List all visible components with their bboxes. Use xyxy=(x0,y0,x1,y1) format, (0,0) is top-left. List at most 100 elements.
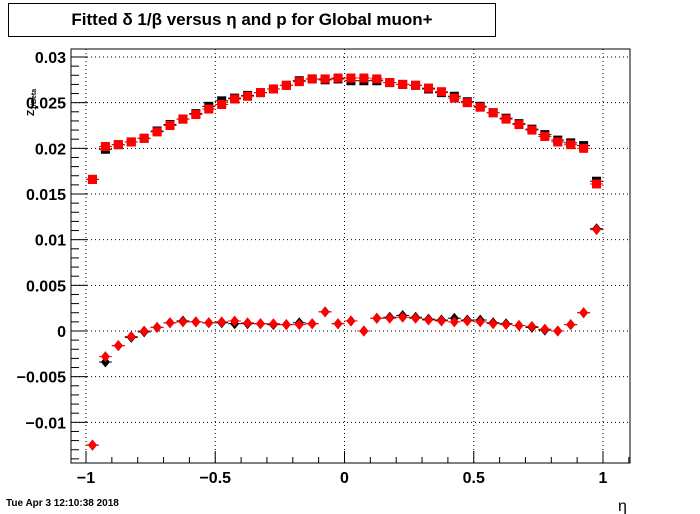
data-point-square xyxy=(100,142,110,152)
data-point-square xyxy=(346,73,356,83)
data-point-diamond xyxy=(255,318,265,330)
data-points xyxy=(86,73,603,451)
data-point-square xyxy=(592,179,602,189)
data-point-diamond xyxy=(126,330,136,342)
data-point-square xyxy=(255,88,265,98)
data-point-diamond xyxy=(87,439,97,451)
data-point-diamond xyxy=(217,316,227,328)
y-tick-label: 0.015 xyxy=(26,187,66,204)
data-point-diamond xyxy=(592,224,602,236)
data-point-diamond xyxy=(243,317,253,329)
chart-title: Fitted δ 1/β versus η and p for Global m… xyxy=(8,3,496,37)
data-point-diamond xyxy=(424,314,434,326)
data-point-square xyxy=(566,140,576,150)
data-point-diamond xyxy=(436,315,446,327)
data-point-square xyxy=(385,78,395,88)
x-tick-label: 1 xyxy=(599,470,608,487)
data-point-diamond xyxy=(152,321,162,333)
y-tick-label: 0.005 xyxy=(26,278,66,295)
axis-ticks xyxy=(71,56,630,463)
data-point-square xyxy=(243,91,253,101)
y-tick-label: −0.005 xyxy=(17,370,66,387)
y-tick-label: 0.01 xyxy=(35,233,66,250)
tick-labels: −1 −0.5 0 0.5 1 −0.01 −0.005 0 0.005 0.01 0.015 0.0… xyxy=(17,50,608,487)
data-point-square xyxy=(475,102,485,112)
data-point-diamond xyxy=(333,318,343,330)
data-point-square xyxy=(436,87,446,97)
y-tick-label: −0.01 xyxy=(26,415,67,432)
data-point-square xyxy=(488,108,498,118)
y-tick-label: 0.025 xyxy=(26,96,66,113)
data-point-square xyxy=(139,133,149,143)
grid xyxy=(71,49,630,463)
data-point-square xyxy=(152,127,162,137)
data-point-diamond xyxy=(268,318,278,330)
y-tick-label: 0.03 xyxy=(35,50,66,67)
data-point-diamond xyxy=(113,340,123,352)
data-point-diamond xyxy=(385,312,395,324)
data-point-diamond xyxy=(191,316,201,328)
data-point-square xyxy=(268,84,278,94)
data-point-square xyxy=(501,114,511,124)
data-point-square xyxy=(320,74,330,84)
data-point-square xyxy=(372,74,382,84)
data-point-diamond xyxy=(204,317,214,329)
data-point-square xyxy=(230,94,240,104)
data-point-square xyxy=(165,121,175,130)
data-point-square xyxy=(540,131,550,141)
data-point-diamond xyxy=(514,320,524,332)
data-point-square xyxy=(178,114,188,124)
data-point-square xyxy=(113,140,123,150)
y-tick-label: 0.02 xyxy=(35,141,66,158)
data-point-diamond xyxy=(294,319,304,331)
data-point-diamond xyxy=(320,306,330,318)
data-point-diamond xyxy=(540,323,550,335)
data-point-diamond xyxy=(359,325,369,337)
data-point-diamond xyxy=(307,318,317,330)
x-tick-label: −0.5 xyxy=(199,470,231,487)
data-point-diamond xyxy=(501,319,511,331)
data-point-diamond xyxy=(281,319,291,331)
data-point-square xyxy=(359,73,369,83)
data-point-square xyxy=(217,99,227,109)
data-point-square xyxy=(307,74,317,84)
data-point-diamond xyxy=(488,318,498,330)
data-point-diamond xyxy=(178,316,188,328)
y-tick-label: 0 xyxy=(57,324,66,341)
data-point-square xyxy=(411,80,421,90)
data-point-diamond xyxy=(462,315,472,327)
x-tick-label: −1 xyxy=(77,470,95,487)
data-point-diamond xyxy=(579,307,589,319)
data-point-square xyxy=(87,174,97,184)
data-point-square xyxy=(333,73,343,83)
data-point-diamond xyxy=(527,320,537,332)
data-point-square xyxy=(527,125,537,135)
data-point-square xyxy=(424,83,434,93)
data-point-square xyxy=(281,80,291,90)
data-point-diamond xyxy=(449,316,459,328)
data-point-diamond xyxy=(398,311,408,323)
data-point-square xyxy=(579,143,589,153)
data-point-diamond xyxy=(411,312,421,324)
data-point-diamond xyxy=(346,315,356,327)
x-axis-label: η xyxy=(618,498,627,514)
data-point-square xyxy=(514,120,524,130)
data-point-square xyxy=(204,104,214,114)
data-point-square xyxy=(126,137,136,147)
data-point-square xyxy=(462,98,472,108)
x-tick-label: 0 xyxy=(340,470,349,487)
data-point-square xyxy=(398,79,408,89)
plot-frame xyxy=(70,48,631,464)
data-point-square xyxy=(294,77,304,87)
data-point-square xyxy=(553,137,563,147)
data-point-diamond xyxy=(475,316,485,328)
x-tick-label: 0.5 xyxy=(463,470,485,487)
data-point-diamond xyxy=(566,319,576,331)
timestamp: Tue Apr 3 12:10:38 2018 xyxy=(6,498,119,509)
data-point-diamond xyxy=(553,325,563,337)
data-point-diamond xyxy=(230,315,240,327)
data-point-square xyxy=(191,110,201,120)
data-point-diamond xyxy=(139,325,149,337)
data-point-diamond xyxy=(100,351,110,363)
